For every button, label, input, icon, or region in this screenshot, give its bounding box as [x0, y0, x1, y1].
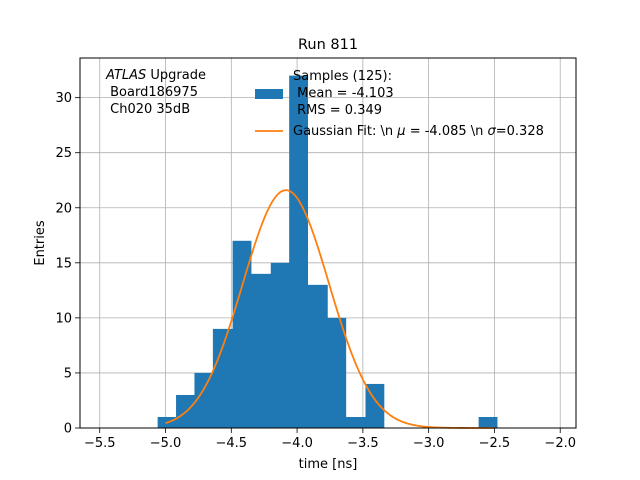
histogram-bar	[478, 416, 498, 428]
x-tick-label: −2.0	[544, 436, 576, 451]
y-tick-label: 15	[55, 256, 72, 271]
x-tick-label: −3.0	[413, 436, 445, 451]
legend-fit-mu: = -4.085 \n	[406, 124, 488, 139]
atlas-annotation: ATLAS Upgrade Board186975 Ch020 35dB	[105, 68, 206, 117]
y-tick-label: 5	[64, 366, 72, 381]
histogram-bar	[194, 372, 214, 428]
legend-hist-line-1: Samples (125):	[293, 69, 392, 84]
y-tick-label: 20	[55, 201, 72, 216]
y-tick-label: 0	[64, 422, 72, 437]
legend-fit-mu-symbol: μ	[396, 124, 405, 139]
x-tick-label: −4.5	[216, 436, 248, 451]
histogram-bars	[157, 75, 498, 428]
atlas-label: ATLAS	[105, 68, 146, 83]
y-tick-label: 25	[55, 146, 72, 161]
legend-hist-line-2: Mean = -4.103	[293, 86, 394, 101]
x-tick-label: −2.5	[479, 436, 511, 451]
legend-hist-line-3: RMS = 0.349	[293, 103, 382, 118]
x-axis-label: time [ns]	[299, 457, 358, 472]
legend: Samples (125): Mean = -4.103 RMS = 0.349…	[255, 69, 544, 139]
histogram-bar	[251, 273, 272, 428]
histogram-bar	[345, 416, 366, 428]
x-tick-label: −3.5	[347, 436, 379, 451]
board-label: Board186975	[106, 85, 198, 100]
x-axis-ticks: −5.5 −5.0 −4.5 −4.0 −3.5 −3.0 −2.5 −2.0	[84, 428, 576, 451]
y-tick-label: 30	[55, 91, 72, 106]
plot-frame	[79, 57, 577, 429]
y-tick-label: 10	[55, 311, 72, 326]
histogram-bar	[270, 262, 290, 428]
legend-fit-sigma-symbol: σ	[488, 124, 497, 139]
histogram-bar	[307, 284, 328, 428]
legend-fit-pre: Gaussian Fit: \n	[293, 124, 397, 139]
histogram-bar	[212, 328, 234, 428]
chart-title: Run 811	[298, 37, 358, 53]
histogram-bar	[289, 75, 309, 428]
upgrade-label: Upgrade	[146, 68, 206, 83]
grid-lines	[80, 58, 576, 429]
legend-hist-swatch	[255, 89, 283, 99]
y-axis-label: Entries	[33, 220, 48, 266]
channel-label: Ch020 35dB	[106, 102, 190, 117]
svg-text:ATLAS Upgrade: ATLAS Upgrade	[105, 68, 206, 83]
x-tick-label: −4.0	[281, 436, 313, 451]
legend-fit-label: Gaussian Fit: \n μ = -4.085 \n σ=0.328	[293, 124, 544, 139]
x-tick-label: −5.5	[84, 436, 116, 451]
x-tick-label: −5.0	[150, 436, 182, 451]
histogram-bar	[365, 383, 385, 428]
histogram-bar	[327, 317, 347, 428]
legend-fit-sigma: =0.328	[496, 124, 544, 139]
y-axis-ticks: 0 5 10 15 20 25 30	[55, 91, 80, 437]
histogram-bar	[232, 240, 252, 428]
